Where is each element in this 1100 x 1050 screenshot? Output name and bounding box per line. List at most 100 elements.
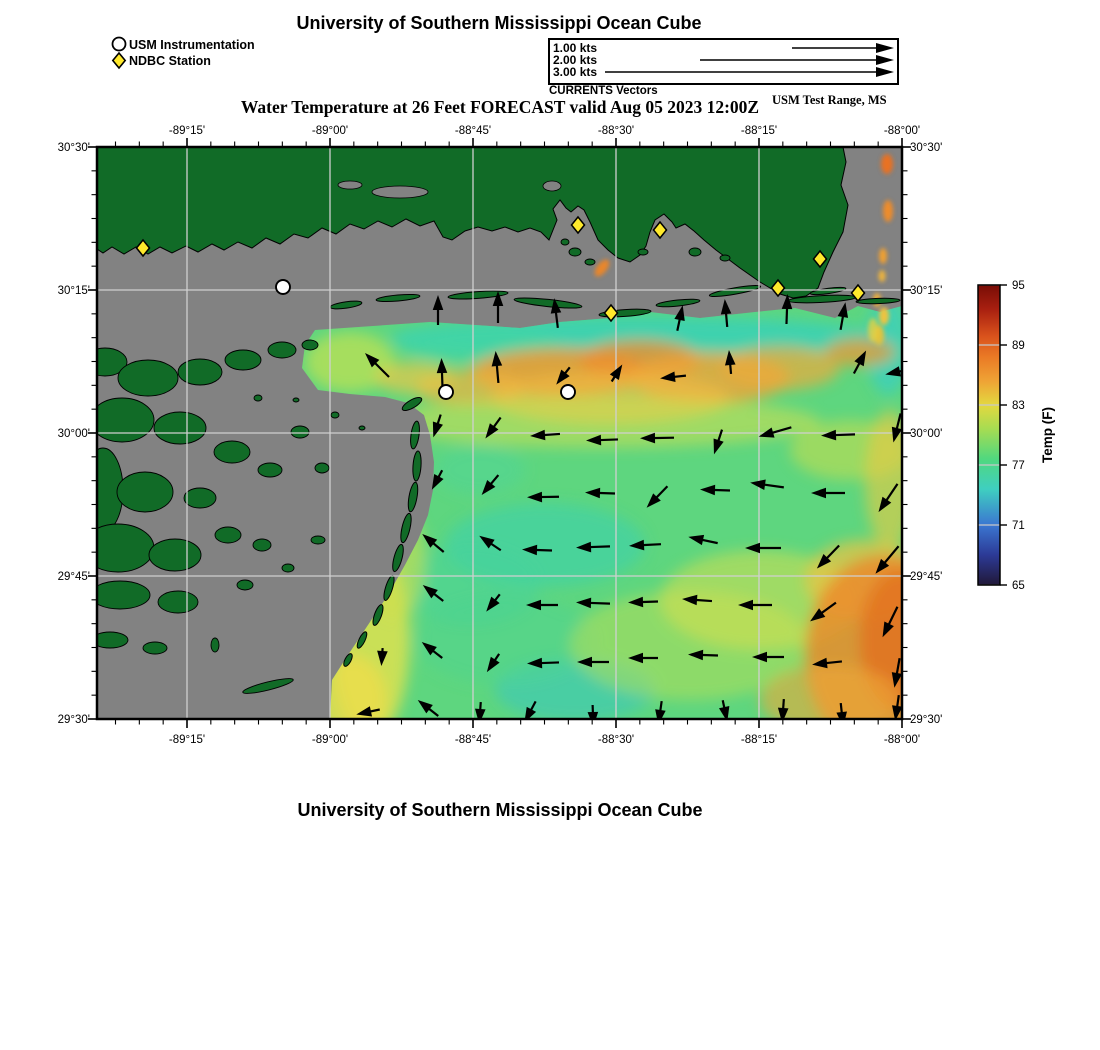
colorbar-title: Temp (F) <box>1040 407 1055 463</box>
barrier-islands <box>329 284 901 318</box>
y-axis-tick-label: 30°30' <box>58 142 90 154</box>
current-arrow <box>474 701 486 719</box>
kts-row-label: 1.00 kts <box>553 41 597 55</box>
colorbar-tick-label: 83 <box>1012 400 1025 412</box>
x-axis-tick-label: -88°30' <box>598 125 634 137</box>
current-arrow <box>750 479 784 490</box>
axis-ticks <box>88 138 911 728</box>
current-arrow <box>640 432 675 444</box>
current-arrow <box>486 653 501 673</box>
colorbar-tick-label: 89 <box>1012 340 1025 352</box>
ndbc-station-marker <box>812 249 828 269</box>
subtitle-superscript: USM Test Range, MS <box>772 93 887 107</box>
ndbc-station-marker <box>570 215 586 235</box>
current-arrow <box>816 544 840 569</box>
current-arrow <box>481 474 500 495</box>
current-arrow <box>891 413 902 443</box>
current-arrow <box>527 491 560 503</box>
current-arrow <box>377 647 388 666</box>
kts-row-arrowhead <box>876 55 894 65</box>
chandeleur-islands <box>343 397 423 667</box>
y-axis-tick-label: 29°45' <box>58 571 90 583</box>
current-arrow <box>492 291 504 323</box>
axis-tick-labels: -89°15' -89°15' -89°00' -89°00' -88°45' -88°4… <box>58 125 943 746</box>
y-axis-tick-label: 30°15' <box>910 285 942 297</box>
current-arrow <box>812 657 843 669</box>
footer-title: University of Southern Mississippi Ocean… <box>297 800 702 820</box>
usm-legend-label: USM Instrumentation <box>129 38 255 52</box>
current-arrow <box>885 366 902 377</box>
current-arrow <box>364 352 390 378</box>
current-arrow <box>556 366 571 385</box>
current-arrow <box>609 364 623 383</box>
current-arrow <box>646 485 669 508</box>
ndbc-station-marker <box>770 278 786 298</box>
kts-row-label: 3.00 kts <box>553 65 597 79</box>
graticule-gridlines <box>97 147 902 719</box>
current-arrow <box>432 295 444 325</box>
current-arrow <box>688 649 719 661</box>
current-arrow <box>882 606 899 638</box>
current-arrow <box>356 706 380 717</box>
current-arrow <box>422 584 444 602</box>
current-arrow <box>852 350 867 374</box>
x-axis-tick-label: -88°00' <box>884 125 920 137</box>
current-arrow <box>836 702 847 719</box>
current-arrow <box>892 694 902 719</box>
current-arrow <box>878 483 899 513</box>
y-axis-tick-label: 29°30' <box>910 714 942 726</box>
current-arrow <box>674 305 685 331</box>
y-axis-tick-label: 30°00' <box>910 428 942 440</box>
bayou-inlets <box>337 180 562 199</box>
y-axis-tick-label: 30°30' <box>910 142 942 154</box>
current-arrow <box>486 593 501 612</box>
x-axis-tick-label: -88°45' <box>455 734 491 746</box>
current-arrow <box>628 652 658 664</box>
marker-legend: USM Instrumentation NDBC Station <box>111 36 255 70</box>
forecast-subtitle: Water Temperature at 26 Feet FORECAST va… <box>241 97 759 117</box>
current-arrow <box>577 656 609 668</box>
current-arrow <box>431 469 444 490</box>
y-axis-tick-label: 30°00' <box>58 428 90 440</box>
colorbar-tick-label: 65 <box>1012 580 1025 592</box>
ndbc-station-marker <box>135 238 151 258</box>
map-border <box>95 145 904 721</box>
marsh-islands <box>97 238 731 694</box>
current-arrow <box>777 698 789 719</box>
current-arrow <box>713 429 724 455</box>
current-arrow <box>576 597 611 609</box>
x-axis-tick-label: -88°30' <box>598 734 634 746</box>
kts-row-label: 2.00 kts <box>553 53 597 67</box>
channel-temperature-streaks <box>594 154 893 345</box>
current-arrow <box>781 294 793 325</box>
usm-circle-icon <box>111 36 127 52</box>
current-arrow <box>527 657 560 669</box>
usm-station-marker <box>560 384 576 400</box>
current-arrow <box>875 545 900 574</box>
y-axis-tick-label: 30°15' <box>58 285 90 297</box>
current-arrow <box>421 641 443 659</box>
currents-caption: CURRENTS Vectors <box>549 85 658 97</box>
page-title: University of Southern Mississippi Ocean… <box>296 13 701 33</box>
current-arrow <box>526 599 558 611</box>
current-arrow <box>745 542 781 554</box>
x-axis-tick-label: -89°00' <box>312 734 348 746</box>
station-markers <box>135 215 866 400</box>
current-arrow <box>682 594 713 606</box>
y-axis-tick-label: 29°30' <box>58 714 90 726</box>
currents-legend-frame <box>548 38 899 85</box>
current-arrow <box>821 429 856 441</box>
x-axis-tick-label: -89°15' <box>169 734 205 746</box>
current-arrow <box>810 601 837 622</box>
current-arrow <box>422 534 445 553</box>
ndbc-diamond-icon <box>111 51 127 70</box>
ndbc-station-marker <box>603 303 619 323</box>
colorbar-tick-label: 95 <box>1012 280 1025 292</box>
x-axis-tick-label: -88°45' <box>455 125 491 137</box>
current-arrow <box>655 700 666 719</box>
kts-row-arrowhead <box>876 43 894 53</box>
current-arrow <box>491 351 503 384</box>
current-arrow <box>700 484 731 496</box>
